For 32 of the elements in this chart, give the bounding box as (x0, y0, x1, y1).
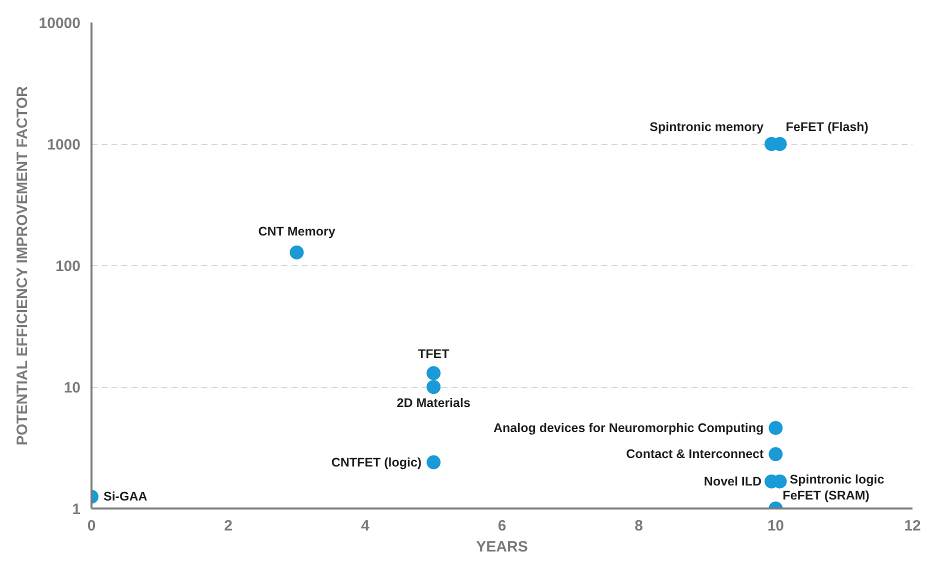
point (426, 366, 441, 380)
annotation: Si-GAA (104, 490, 148, 504)
y-tick-label: 1 (72, 501, 80, 518)
annotation: CNT Memory (258, 224, 336, 238)
annotation: CNTFET (logic) (331, 455, 422, 470)
x-tick-label: 2 (224, 518, 233, 534)
annotation: Spintronic logic (790, 472, 884, 486)
x-tick-label: 6 (498, 518, 506, 534)
point (768, 420, 783, 435)
y-tick-label: 1000 (47, 136, 81, 154)
point (290, 245, 304, 260)
annotation: Analog devices for Neuromorphic Computing (494, 420, 764, 435)
x-tick-label: 4 (360, 518, 370, 534)
point (426, 380, 441, 394)
annotation: 2D Materials (396, 396, 470, 410)
annotation: Contact & Interconnect (626, 447, 765, 462)
x-tick-label: 10 (767, 518, 784, 534)
y-tick-label: 10000 (38, 15, 81, 32)
y-axis-title: POTENTIAL EFFICIENCY IMPROVEMENT FACTOR (14, 86, 31, 446)
annotation: Spintronic memory (650, 120, 764, 134)
point (768, 447, 783, 462)
y-tick-label: 10 (64, 380, 81, 396)
x-axis-title: YEARS (476, 538, 528, 556)
x-tick-label: 0 (87, 518, 96, 534)
x-tick-label: 12 (904, 518, 921, 534)
x-tick-label: 8 (634, 518, 644, 534)
annotation: FeFET (Flash) (786, 120, 868, 134)
y-tick-label: 100 (55, 258, 81, 275)
annotation: Novel ILD (704, 474, 762, 488)
annotation: FeFET (SRAM) (782, 488, 870, 502)
point (426, 455, 441, 470)
annotation: TFET (418, 347, 450, 362)
